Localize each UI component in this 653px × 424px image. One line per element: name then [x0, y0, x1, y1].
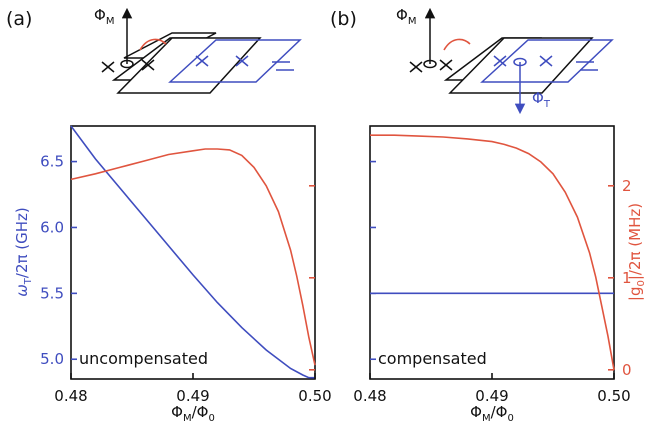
panel-letter-a: (a): [6, 8, 32, 30]
x-tick-label: 0.49: [475, 387, 508, 405]
left-tick-label: 5.0: [40, 350, 64, 368]
circuit-schematic-b: [409, 7, 614, 115]
plot-frame-b: [369, 125, 615, 380]
flux-m-label-b: ΦM: [396, 6, 416, 27]
x-axis-label-a: ΦM/Φ0: [171, 403, 215, 424]
x-tick-label: 0.48: [353, 387, 386, 405]
right-tick-label: 2: [622, 177, 632, 195]
panel-letter-b: (b): [330, 8, 357, 30]
left-tick-label: 6.5: [40, 153, 64, 171]
x-tick-label: 0.48: [54, 387, 87, 405]
flux-t-label-b: ΦT: [532, 89, 551, 110]
axis-ticks: 0.48 0.49 0.50 5.0 5.5 6.0 6.5 0.48 0.49 0.50 0 1 2: [40, 153, 631, 405]
annotation-uncompensated: uncompensated: [79, 349, 208, 368]
right-tick-label: 0: [622, 361, 632, 379]
circuit-schematic-a: [101, 7, 302, 94]
plot-frame-a: [70, 125, 316, 380]
right-axis-label: |g0|/2π (MHz): [626, 203, 647, 301]
left-axis-label: ωT/2π (GHz): [13, 207, 34, 297]
x-axis-label-b: ΦM/Φ0: [470, 403, 514, 424]
annotation-compensated: compensated: [378, 349, 487, 368]
x-tick-label: 0.49: [176, 387, 209, 405]
series-g0-b: [370, 134, 615, 370]
right-tick-label: 1: [622, 269, 632, 287]
series-g0-a: [70, 148, 316, 366]
flux-m-label-a: ΦM: [94, 6, 114, 27]
x-tick-label: 0.50: [597, 387, 630, 405]
left-tick-label: 6.0: [40, 218, 64, 236]
x-tick-label: 0.50: [298, 387, 331, 405]
series-omega-a: [70, 125, 315, 379]
left-tick-label: 5.5: [40, 284, 64, 302]
